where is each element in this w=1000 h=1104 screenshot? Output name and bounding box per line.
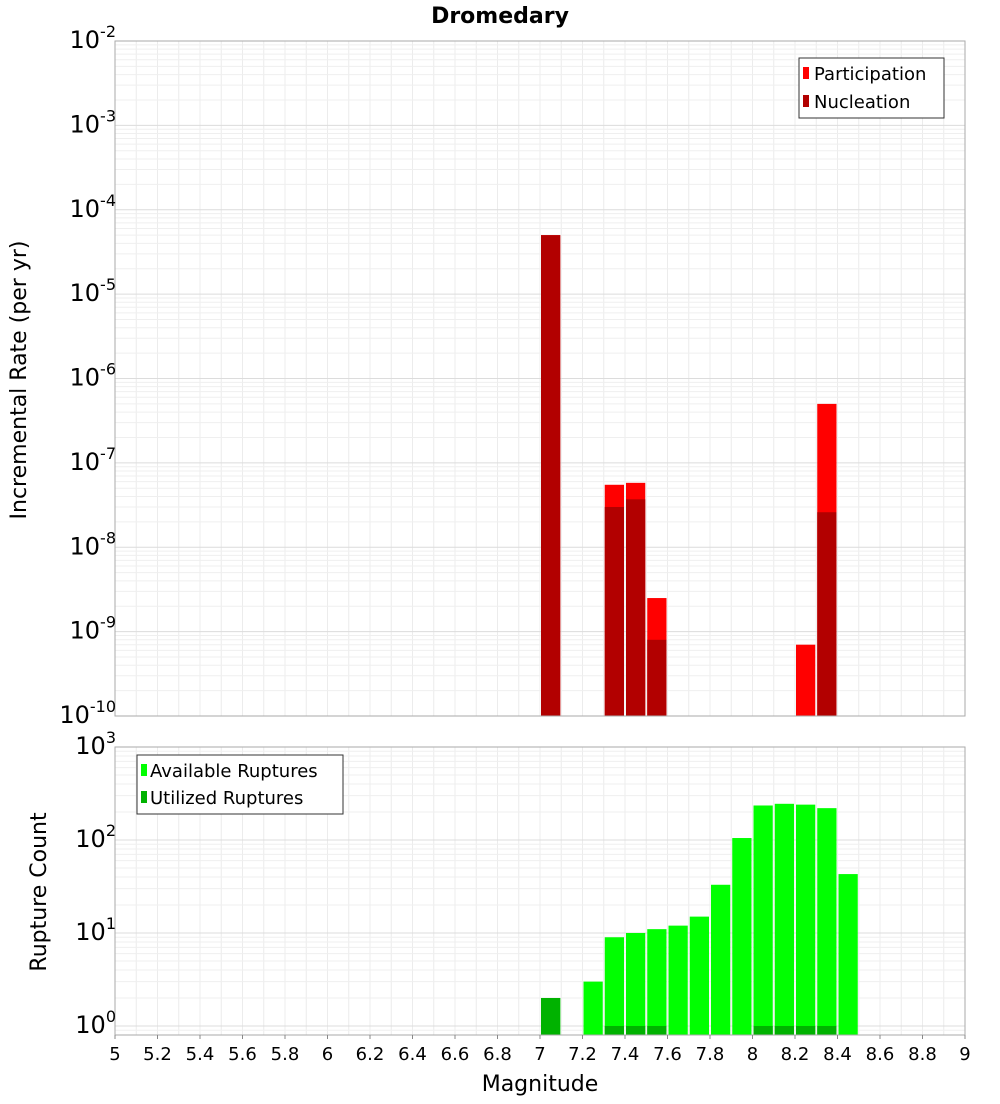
bottom-bar-available-ruptures [817,808,837,1035]
bottom-bar-utilized-ruptures [647,1025,667,1035]
x-axis-label: Magnitude [482,1072,599,1097]
top-legend-box [798,57,945,119]
y-tick-label: 102 [75,821,116,853]
y-tick-label: 103 [75,728,116,760]
y-tick-label: 10-8 [70,528,117,560]
bottom-bar-available-ruptures [626,932,646,1035]
y-tick-label: 10-5 [70,275,117,307]
x-tick-label: 7 [534,1044,545,1065]
top-bar-nucleation [604,506,624,716]
top-bar-nucleation [626,499,646,716]
bottom-bar-available-ruptures [689,916,709,1035]
x-tick-label: 5.4 [186,1044,215,1065]
bottom-bar-available-ruptures [838,874,858,1035]
y-tick-label: 10-6 [70,360,117,392]
x-tick-label: 8.6 [866,1044,895,1065]
x-tick-label: 5 [109,1044,120,1065]
bottom-bar-utilized-ruptures [604,1025,624,1035]
y-tick-label: 10-4 [70,191,117,223]
x-tick-label: 8.8 [908,1044,937,1065]
x-tick-label: 7.2 [568,1044,597,1065]
bottom-bar-available-ruptures [796,804,816,1035]
top-bar-nucleation [647,639,667,716]
bottom-bar-available-ruptures [604,937,624,1035]
x-tick-label: 9 [959,1044,970,1065]
y-tick-label: 10-2 [70,22,117,54]
legend-swatch-utilized [141,791,147,803]
x-tick-label: 6.2 [356,1044,385,1065]
top-plot-border [114,40,966,717]
bottom-y-ticks: 103 102 101 100 [75,728,116,1039]
y-tick-label: 10-7 [70,444,117,476]
x-tick-label: 7.4 [611,1044,640,1065]
x-tick-label: 8.2 [781,1044,810,1065]
top-grid [114,41,966,717]
top-bar-nucleation [541,235,561,716]
x-tick-label: 7.8 [696,1044,725,1065]
bottom-bar-utilized-ruptures [753,1025,773,1035]
y-tick-label: 10-3 [70,106,117,138]
x-tick-label: 5.6 [228,1044,257,1065]
x-tick-label: 8.4 [823,1044,852,1065]
bottom-bar-available-ruptures [774,803,794,1035]
bottom-bar-utilized-ruptures [626,1025,646,1035]
legend-label-nucleation: Nucleation [814,92,910,113]
top-bars [541,235,837,716]
bottom-bar-utilized-ruptures [774,1025,794,1035]
x-tick-label: 7.6 [653,1044,682,1065]
x-tick-label: 5.2 [143,1044,172,1065]
x-tick-label: 6.6 [441,1044,470,1065]
legend-swatch-nucleation [803,95,809,107]
legend-swatch-participation [803,67,809,79]
bottom-bar-utilized-ruptures [796,1025,816,1035]
bottom-bar-available-ruptures [668,925,688,1035]
x-tick-label: 5.8 [271,1044,300,1065]
y-tick-label: 10-10 [59,697,116,729]
bottom-bars [541,803,858,1035]
y-tick-label: 100 [75,1007,116,1039]
bottom-y-axis-label: Rupture Count [27,812,52,972]
top-bar-participation [796,644,816,716]
x-tick-label: 6.4 [398,1044,427,1065]
legend-label-available: Available Ruptures [150,761,318,782]
bottom-legend-box [136,754,344,815]
top-y-ticks: 10-2 10-3 10-4 10-5 10-6 10-7 10-8 10-9 10-10 [59,22,116,729]
bottom-bar-available-ruptures [732,838,752,1035]
top-legend: Participation Nucleation [798,57,945,119]
y-tick-label: 10-9 [70,613,117,645]
top-bar-nucleation [817,512,837,716]
legend-label-participation: Participation [814,64,926,85]
x-tick-label: 6.8 [483,1044,512,1065]
bottom-bar-utilized-ruptures [817,1025,837,1035]
y-tick-label: 101 [75,914,116,946]
x-tick-label: 6 [322,1044,333,1065]
bottom-bar-available-ruptures [647,929,667,1035]
legend-swatch-available [141,764,147,776]
legend-label-utilized: Utilized Ruptures [150,788,303,809]
bottom-bar-available-ruptures [753,805,773,1035]
bottom-bar-utilized-ruptures [541,997,561,1035]
bottom-bar-available-ruptures [583,981,603,1035]
top-y-axis-label: Incremental Rate (per yr) [7,241,32,520]
bottom-legend: Available Ruptures Utilized Ruptures [136,754,344,815]
x-ticks: 5 5.2 5.4 5.6 5.8 6 6.2 6.4 6.6 6.8 7 7.2 7.4 7.6 7.8 8… [109,1035,971,1065]
chart-title: Dromedary [431,4,569,29]
x-tick-label: 8 [747,1044,758,1065]
bottom-bar-available-ruptures [711,884,731,1035]
